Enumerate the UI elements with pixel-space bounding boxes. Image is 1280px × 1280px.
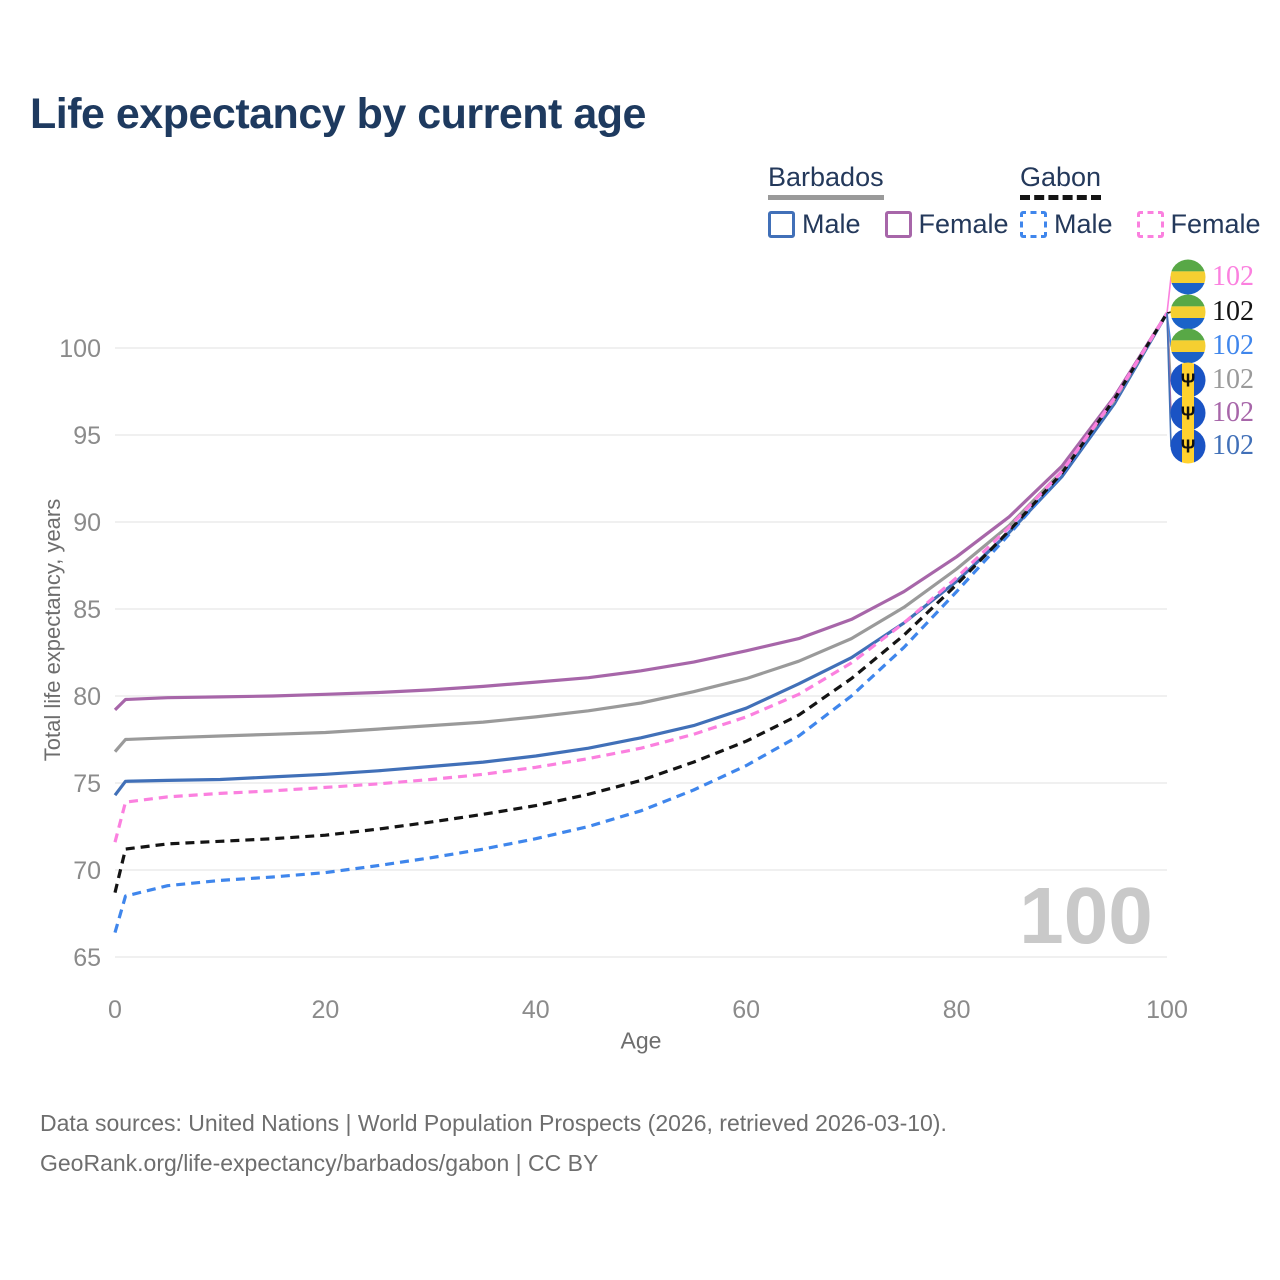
legend-group-gabon: Gabon Male Female — [1020, 162, 1280, 240]
svg-text:70: 70 — [73, 857, 101, 885]
svg-text:75: 75 — [73, 770, 101, 798]
legend-line-swatch-barbados — [768, 195, 884, 200]
x-axis-title: Age — [620, 1027, 662, 1054]
svg-text:Ψ: Ψ — [1181, 404, 1196, 424]
legend-checkbox-gabon-female[interactable] — [1136, 211, 1164, 238]
svg-text:0: 0 — [108, 996, 122, 1024]
svg-text:65: 65 — [73, 944, 101, 972]
page-title: Life expectancy by current age — [30, 90, 646, 138]
gabon-flag-icon — [1170, 328, 1206, 364]
endpoint-value: 102 — [1212, 430, 1254, 461]
footer-attribution: GeoRank.org/life-expectancy/barbados/gab… — [40, 1150, 599, 1176]
barbados-flag-icon: Ψ — [1170, 395, 1206, 431]
legend-group-barbados: Barbados Male Female — [768, 162, 1033, 240]
endpoint-row-barbados-female: Ψ 102 — [1170, 395, 1254, 431]
legend-label-barbados-female[interactable]: Female — [918, 209, 1009, 239]
endpoint-value: 102 — [1212, 364, 1254, 395]
legend-label-gabon-male[interactable]: Male — [1054, 209, 1113, 239]
svg-text:95: 95 — [73, 422, 101, 450]
svg-text:100: 100 — [59, 335, 101, 363]
endpoint-value: 102 — [1212, 261, 1254, 292]
footer-data-sources: Data sources: United Nations | World Pop… — [40, 1110, 947, 1136]
svg-text:40: 40 — [522, 996, 550, 1024]
legend-country-label: Gabon — [1020, 162, 1102, 192]
legend-country-barbados[interactable]: Barbados — [768, 162, 884, 200]
legend-label-gabon-female[interactable]: Female — [1170, 209, 1261, 239]
legend-checkbox-barbados-female[interactable] — [884, 211, 912, 238]
endpoint-value: 102 — [1212, 397, 1254, 428]
endpoint-value: 102 — [1212, 296, 1254, 327]
endpoint-row-gabon-both: 102 — [1170, 294, 1254, 330]
legend-country-label: Barbados — [768, 162, 884, 192]
legend-line-swatch-gabon — [1020, 195, 1102, 200]
svg-text:Ψ: Ψ — [1181, 437, 1196, 457]
svg-text:20: 20 — [311, 996, 339, 1024]
svg-text:Ψ: Ψ — [1181, 371, 1196, 391]
legend-checkbox-barbados-male[interactable] — [768, 211, 795, 238]
gabon-flag-icon — [1170, 259, 1206, 295]
endpoint-row-gabon-female: 102 — [1170, 259, 1254, 295]
svg-text:80: 80 — [943, 996, 971, 1024]
svg-text:85: 85 — [73, 596, 101, 624]
legend-country-gabon[interactable]: Gabon — [1020, 162, 1102, 200]
watermark-age-value: 100 — [1019, 871, 1153, 960]
endpoint-value: 102 — [1212, 330, 1254, 361]
gabon-flag-icon — [1170, 294, 1206, 330]
endpoint-row-gabon-male: 102 — [1170, 328, 1254, 364]
svg-text:60: 60 — [732, 996, 760, 1024]
endpoint-row-barbados-both: Ψ 102 — [1170, 362, 1254, 398]
legend-label-barbados-male[interactable]: Male — [802, 209, 861, 239]
endpoint-row-barbados-male: Ψ 102 — [1170, 428, 1254, 464]
svg-text:80: 80 — [73, 683, 101, 711]
svg-text:100: 100 — [1146, 996, 1188, 1024]
svg-text:90: 90 — [73, 509, 101, 537]
legend-checkbox-gabon-male[interactable] — [1020, 211, 1047, 238]
barbados-flag-icon: Ψ — [1170, 362, 1206, 398]
barbados-flag-icon: Ψ — [1170, 428, 1206, 464]
